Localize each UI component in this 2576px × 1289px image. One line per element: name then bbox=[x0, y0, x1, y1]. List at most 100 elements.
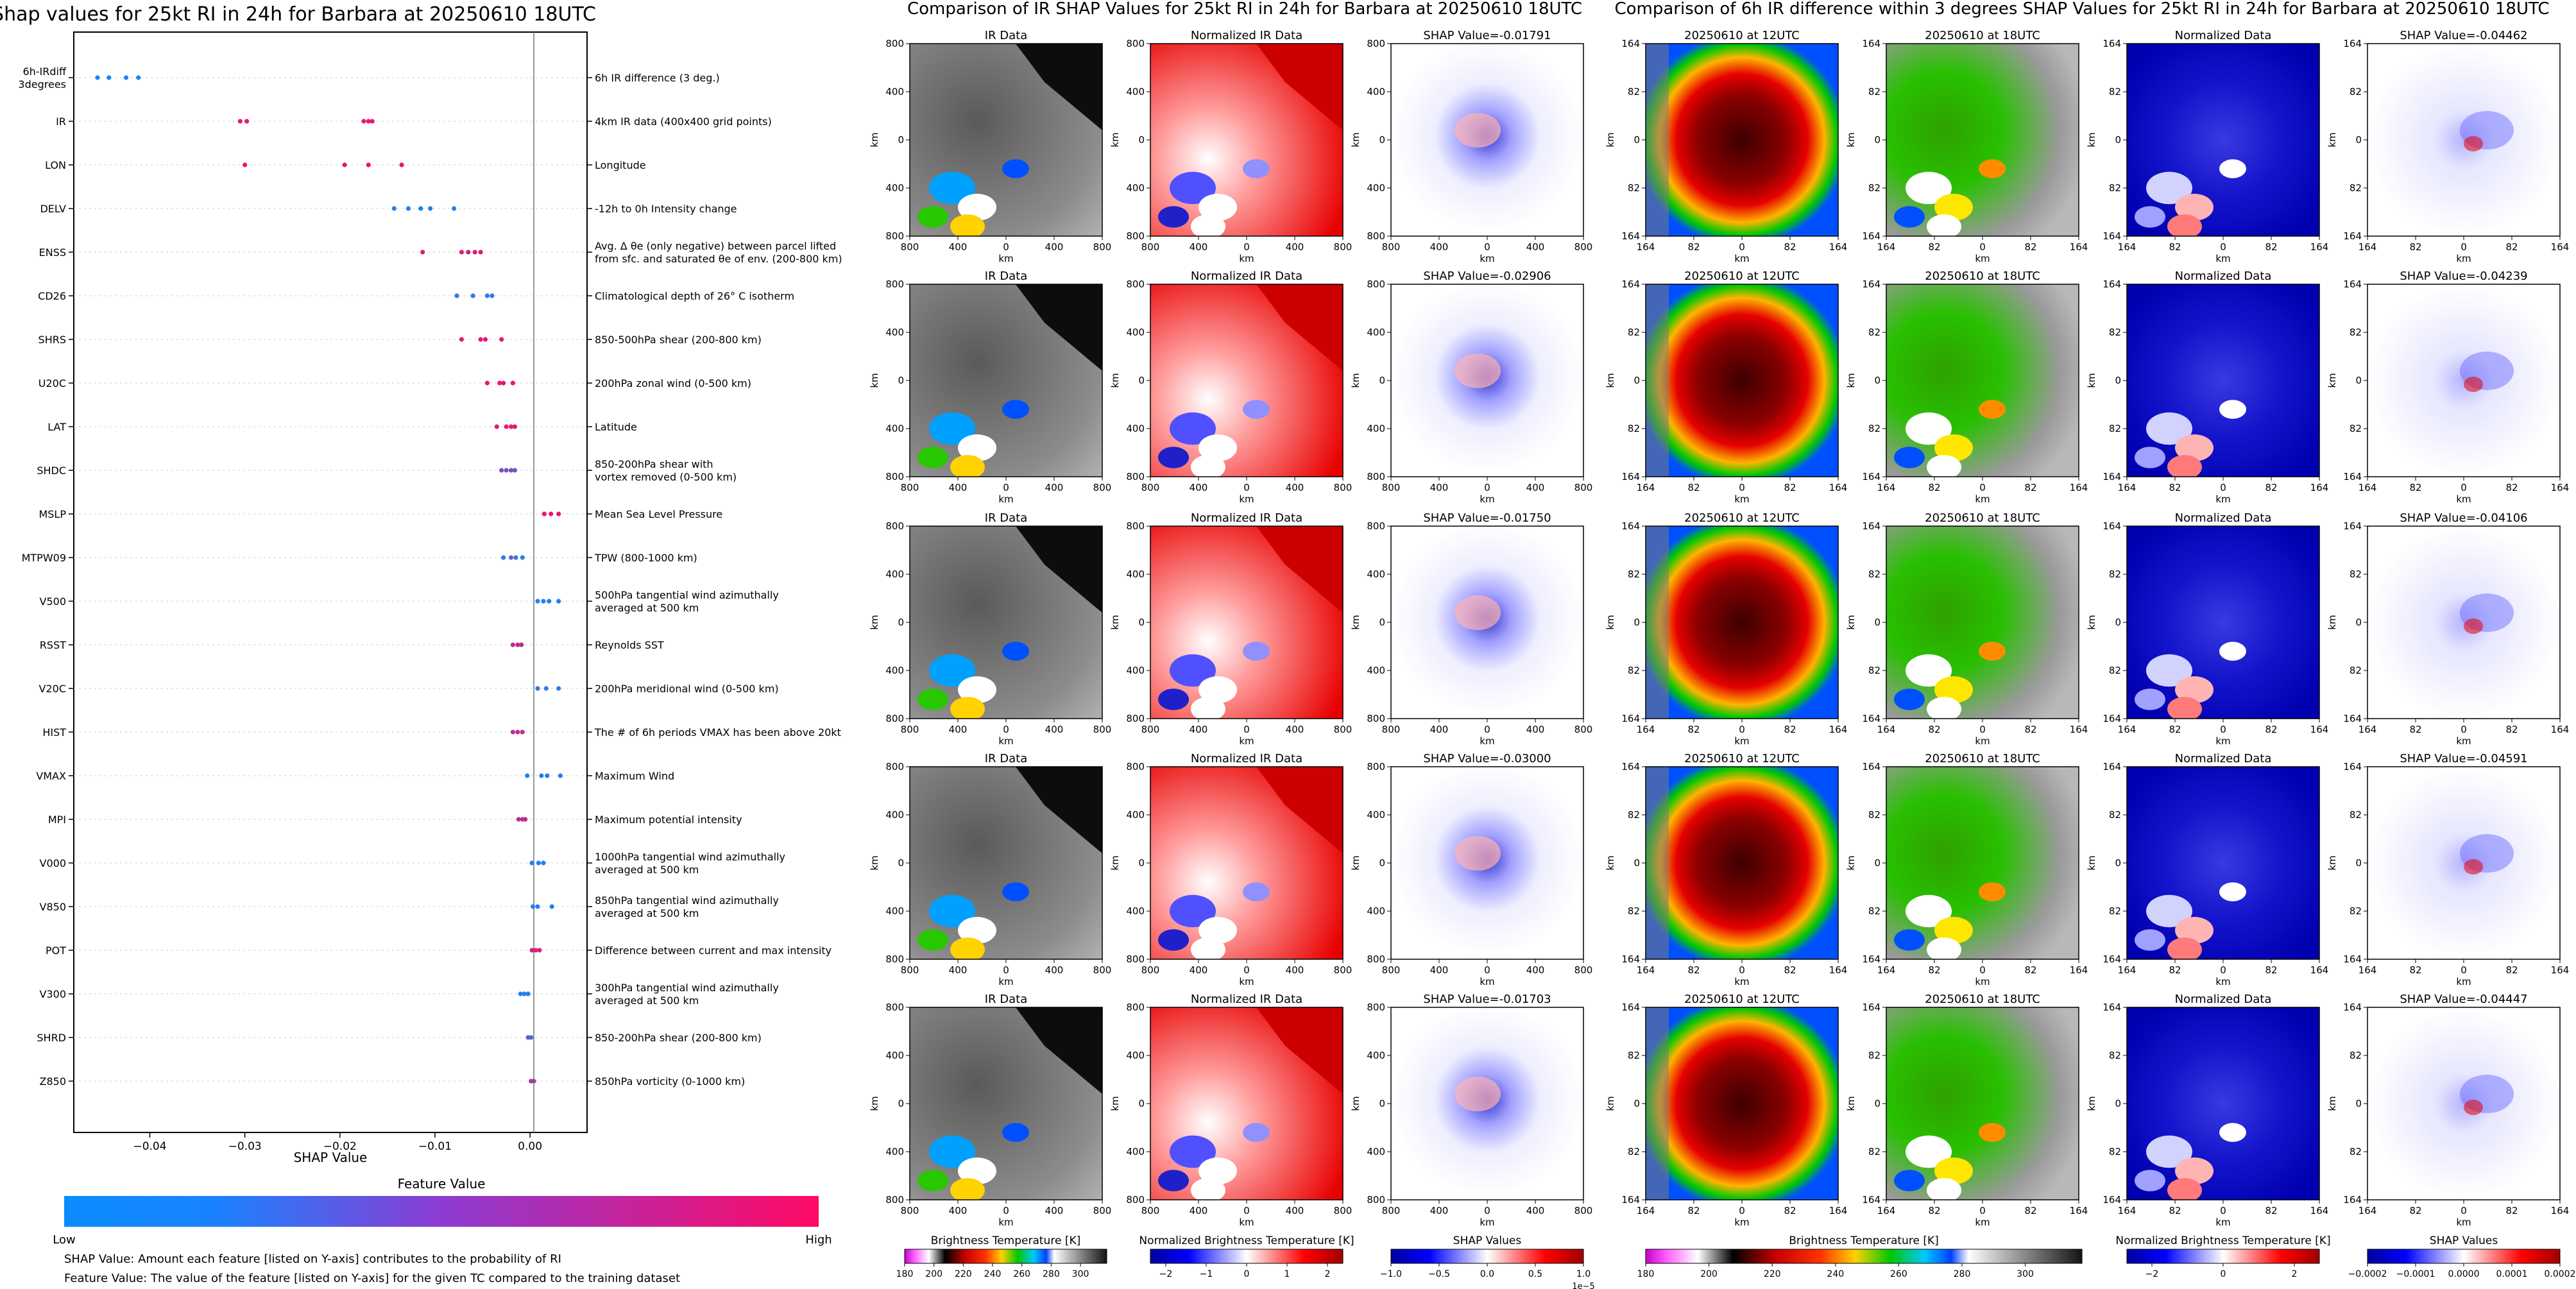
shap-row: U20C 200hPa zonal wind (0-500 km) bbox=[38, 377, 751, 389]
x-tick-label: 82 bbox=[1928, 241, 1940, 253]
cloud-feature bbox=[1894, 688, 1925, 710]
cloud-feature bbox=[1191, 697, 1225, 719]
y-tick-label: 82 bbox=[1868, 905, 1881, 917]
y-tick-label: 164 bbox=[1621, 230, 1640, 242]
y-tick-label: 800 bbox=[1126, 1002, 1145, 1013]
y-tick-label: 800 bbox=[1126, 761, 1145, 773]
x-tick-label: 0 bbox=[2220, 964, 2226, 976]
shap-point bbox=[501, 555, 506, 560]
y-tick-label: 800 bbox=[885, 713, 904, 724]
x-tick-label: 164 bbox=[1637, 724, 1655, 735]
feature-name: 6h-IRdiff bbox=[22, 65, 67, 78]
x-tick-label: 164 bbox=[2551, 724, 2570, 735]
y-tick-label: 164 bbox=[1862, 278, 1881, 290]
y-tick-label: 400 bbox=[1367, 182, 1385, 194]
x-axis-label: km bbox=[1480, 976, 1494, 987]
y-tick-label: 400 bbox=[1126, 327, 1145, 338]
x-tick-label: 800 bbox=[1093, 724, 1112, 735]
y-tick-label: 164 bbox=[1621, 520, 1640, 532]
y-tick-label: 800 bbox=[1126, 38, 1145, 49]
x-tick-label: 82 bbox=[1687, 1205, 1700, 1216]
x-tick-label: 800 bbox=[1093, 964, 1112, 976]
y-tick-label: 164 bbox=[1621, 1002, 1640, 1013]
clear-sky bbox=[1646, 526, 1669, 719]
panel-title: 20250610 at 12UTC bbox=[1684, 269, 1800, 283]
panel-title: 20250610 at 18UTC bbox=[1925, 752, 2040, 765]
y-tick-label: 800 bbox=[885, 230, 904, 242]
cloud-feature bbox=[1191, 1178, 1225, 1200]
panel-title: Normalized IR Data bbox=[1191, 752, 1302, 765]
y-axis-label: km bbox=[2086, 373, 2097, 388]
y-tick-label: 800 bbox=[885, 1194, 904, 1206]
y-tick-label: 800 bbox=[1126, 230, 1145, 242]
feature-name: MPI bbox=[48, 814, 66, 826]
positive-shap bbox=[2464, 377, 2483, 392]
cloud-feature bbox=[2219, 159, 2246, 178]
y-tick-label: 400 bbox=[1126, 568, 1145, 580]
clear-sky bbox=[1646, 767, 1669, 959]
footnote-shap: SHAP Value: Amount each feature [listed … bbox=[64, 1252, 561, 1266]
y-tick-label: 164 bbox=[1862, 761, 1881, 773]
y-tick-label: 400 bbox=[885, 423, 904, 434]
shap-point bbox=[542, 511, 547, 516]
shap-point bbox=[504, 468, 509, 473]
panel-title: SHAP Value=-0.03000 bbox=[1423, 752, 1551, 765]
shap-point bbox=[472, 250, 477, 255]
y-axis-label: km bbox=[1350, 855, 1361, 870]
heatmap-panel: Normalized IR Data8008004004000040040080… bbox=[1109, 752, 1352, 987]
y-tick-label: 82 bbox=[1868, 665, 1881, 676]
y-tick-label: 82 bbox=[2109, 86, 2121, 98]
y-tick-label: 0 bbox=[1874, 1098, 1881, 1109]
shap-point bbox=[512, 424, 518, 429]
x-axis-label: km bbox=[2215, 735, 2230, 747]
colorbar-tick-label: 300 bbox=[1072, 1269, 1089, 1279]
colorbar: SHAP Values −1.0 −0.5 0.0 0.5 1.0 1e−5 bbox=[1380, 1234, 1595, 1289]
colorbar-tick-label: −0.5 bbox=[1428, 1269, 1450, 1279]
shap-point bbox=[107, 75, 112, 80]
cloud-feature bbox=[2167, 214, 2202, 236]
cloud-feature bbox=[1894, 1170, 1925, 1191]
y-tick-label: 164 bbox=[2343, 1194, 2362, 1206]
panel-image bbox=[1886, 1007, 2079, 1200]
shap-row: Z850 850hPa vorticity (0-1000 km) bbox=[40, 1075, 746, 1088]
shap-point bbox=[95, 75, 100, 80]
x-tick-label: 164 bbox=[2358, 1205, 2377, 1216]
colorbar-label: Brightness Temperature [K] bbox=[931, 1234, 1080, 1247]
y-axis-label: km bbox=[2086, 615, 2097, 629]
x-tick-label: 400 bbox=[949, 964, 968, 976]
x-tick-label: 164 bbox=[1877, 241, 1896, 253]
x-tick-label: 82 bbox=[2505, 482, 2518, 493]
x-tick-label: 400 bbox=[1430, 724, 1449, 735]
positive-shap bbox=[2464, 136, 2483, 151]
y-tick-label: 800 bbox=[885, 953, 904, 965]
x-tick-label: 164 bbox=[1877, 724, 1896, 735]
cloud-feature bbox=[1906, 654, 1952, 687]
shap-row: VMAX Maximum Wind bbox=[36, 770, 674, 782]
cloud-feature bbox=[1158, 1170, 1189, 1191]
cloud-feature bbox=[2146, 1135, 2192, 1168]
x-tick-label: −0.01 bbox=[418, 1140, 452, 1153]
y-tick-label: 0 bbox=[898, 375, 904, 386]
x-tick-label: 400 bbox=[1045, 241, 1064, 253]
land-region bbox=[1016, 767, 1102, 853]
x-tick-label: 82 bbox=[2409, 482, 2421, 493]
y-tick-label: 82 bbox=[1868, 809, 1881, 821]
cloud-feature bbox=[2135, 447, 2165, 468]
x-tick-label: 82 bbox=[2024, 482, 2036, 493]
feature-description: Maximum potential intensity bbox=[595, 814, 742, 826]
shap-point bbox=[539, 773, 544, 778]
feature-description: 300hPa tangential wind azimuthally bbox=[595, 982, 779, 994]
x-tick-label: 400 bbox=[1045, 964, 1064, 976]
x-tick-label: 164 bbox=[2118, 1205, 2137, 1216]
x-tick-label: 164 bbox=[2310, 482, 2329, 493]
cloud-feature bbox=[1158, 206, 1189, 228]
y-tick-label: 82 bbox=[1868, 182, 1881, 194]
y-axis-label: km bbox=[1605, 1096, 1616, 1111]
y-tick-label: 82 bbox=[2109, 809, 2121, 821]
x-tick-label: 0 bbox=[1979, 1205, 1986, 1216]
x-tick-label: 800 bbox=[1334, 241, 1352, 253]
y-tick-label: 0 bbox=[1874, 375, 1881, 386]
x-axis-label: km bbox=[1239, 735, 1254, 747]
y-tick-label: 82 bbox=[1868, 568, 1881, 580]
x-axis-label: km bbox=[2456, 1216, 2471, 1228]
